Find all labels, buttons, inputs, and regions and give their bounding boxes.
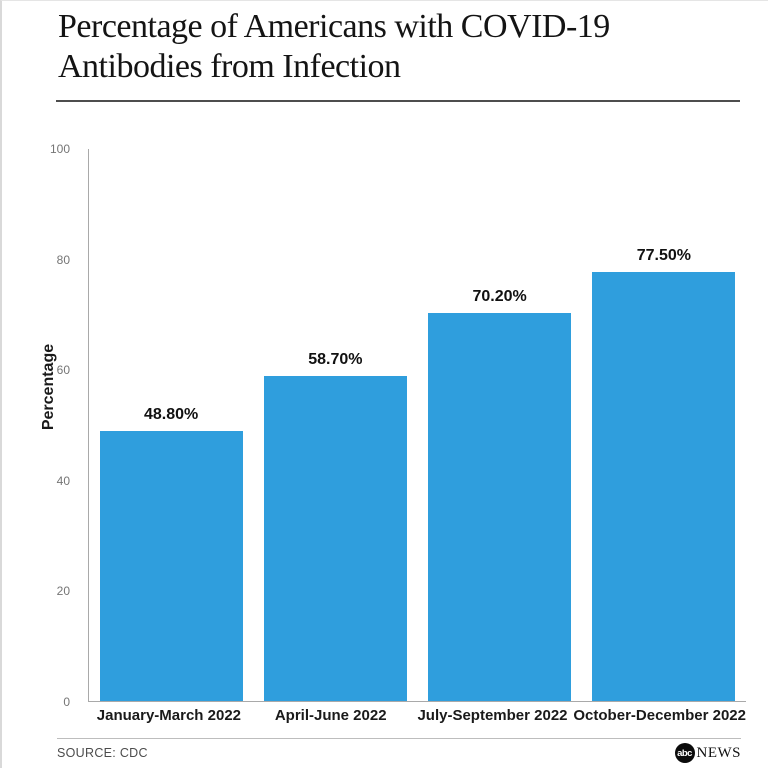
y-tick-60: 60 xyxy=(56,363,70,378)
bar-group-q3: 70.20% xyxy=(418,149,582,701)
abc-news-wordmark: NEWS xyxy=(696,744,741,761)
plot-area: 48.80% 58.70% 70.20% 77.50% xyxy=(88,149,746,702)
x-label-q1: January-March 2022 xyxy=(96,707,242,724)
bar-april-june xyxy=(263,376,407,701)
y-tick-20: 20 xyxy=(56,584,70,599)
x-axis-labels: January-March 2022 April-June 2022 July-… xyxy=(88,707,746,724)
y-tick-40: 40 xyxy=(56,473,70,488)
source-label: SOURCE: CDC xyxy=(57,746,148,760)
bar-january-march xyxy=(99,431,243,701)
y-tick-80: 80 xyxy=(56,252,70,267)
title-divider xyxy=(56,100,740,102)
bar-group-q4: 77.50% xyxy=(582,149,746,701)
bar-group-q2: 58.70% xyxy=(253,149,417,701)
abc-news-logo: abc NEWS xyxy=(674,743,742,763)
footer-divider xyxy=(57,738,741,739)
bar-july-september xyxy=(428,312,572,701)
chart-title: Percentage of Americans with COVID-19 An… xyxy=(58,8,610,86)
bar-value-label: 48.80% xyxy=(143,406,199,424)
bar-group-q1: 48.80% xyxy=(89,149,253,701)
abc-logo-icon: abc xyxy=(674,743,695,763)
x-label-q2: April-June 2022 xyxy=(274,707,387,724)
bar-value-label: 70.20% xyxy=(472,287,527,305)
x-label-q3: July-September 2022 xyxy=(417,707,568,724)
y-tick-0: 0 xyxy=(63,695,70,709)
bar-value-label: 77.50% xyxy=(636,247,691,265)
y-axis-ticks: 100 80 60 40 20 0 xyxy=(2,142,80,709)
bar-value-label: 58.70% xyxy=(308,351,363,369)
bar-october-december xyxy=(592,272,736,701)
x-label-q4: October-December 2022 xyxy=(573,707,746,724)
footer: SOURCE: CDC abc NEWS xyxy=(57,743,741,763)
y-tick-100: 100 xyxy=(49,142,70,156)
